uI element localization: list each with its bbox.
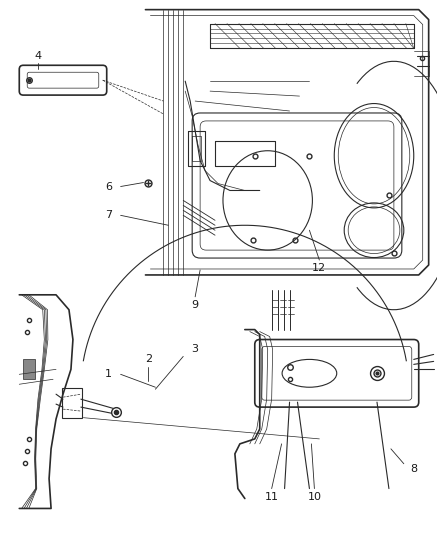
Text: 12: 12 [312, 263, 326, 273]
FancyBboxPatch shape [23, 359, 35, 379]
Text: 11: 11 [265, 491, 279, 502]
Text: 3: 3 [192, 344, 199, 354]
Text: 4: 4 [35, 51, 42, 61]
Text: 10: 10 [307, 491, 321, 502]
Text: 6: 6 [105, 182, 112, 191]
Text: 7: 7 [105, 211, 112, 220]
Text: 8: 8 [410, 464, 417, 474]
Text: 1: 1 [105, 369, 112, 379]
Text: 9: 9 [191, 300, 199, 310]
Text: 2: 2 [145, 354, 152, 365]
